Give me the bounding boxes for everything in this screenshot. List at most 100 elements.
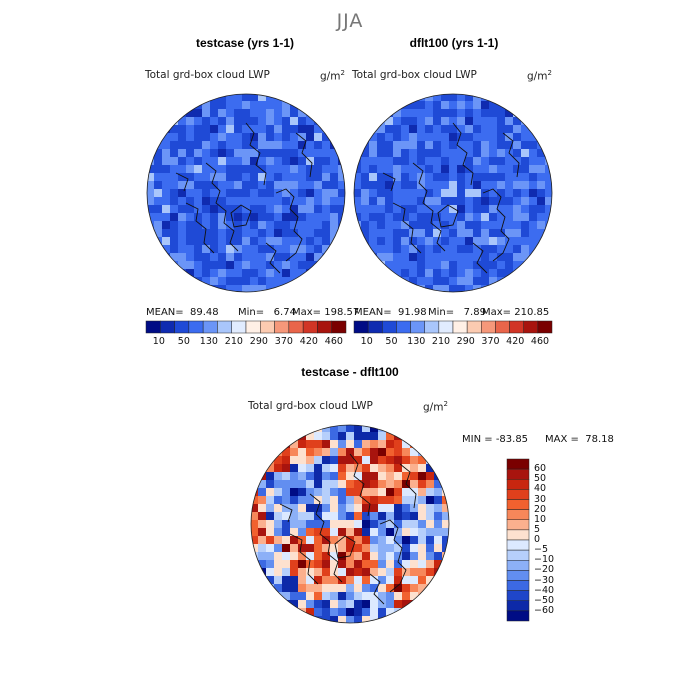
- map-cell: [218, 253, 226, 261]
- map-cell: [385, 125, 393, 133]
- map-cell: [394, 592, 402, 600]
- map-cell: [266, 584, 274, 592]
- map-cell: [330, 568, 338, 576]
- map-cell: [282, 253, 290, 261]
- map-cell: [274, 157, 282, 165]
- map-cell: [338, 425, 346, 432]
- colorbar-swatch: [506, 519, 530, 531]
- map-cell: [513, 213, 521, 221]
- map-cell: [402, 608, 410, 616]
- panel2-max: Max= 210.85: [482, 307, 550, 318]
- map-cell: [441, 197, 449, 205]
- map-cell: [410, 456, 418, 464]
- map-cell: [314, 472, 322, 480]
- map-cell: [290, 94, 298, 101]
- map-cell: [434, 544, 442, 552]
- map-cell: [449, 269, 457, 277]
- map-cell: [409, 125, 417, 133]
- map-cell: [465, 213, 473, 221]
- map-cell: [298, 117, 306, 125]
- panel1-variable-label: Total grd-box cloud LWP: [145, 69, 270, 81]
- map-cell: [521, 261, 529, 269]
- map-cell: [306, 197, 314, 205]
- map-cell: [170, 141, 178, 149]
- map-cell: [481, 94, 489, 101]
- map-cell: [377, 149, 385, 157]
- map-cell: [306, 600, 314, 608]
- map-cell: [537, 269, 545, 277]
- map-cell: [457, 109, 465, 117]
- map-cell: [266, 189, 274, 197]
- map-cell: [338, 504, 346, 512]
- colorbar-tick-label: 30: [534, 493, 547, 505]
- map-cell: [377, 253, 385, 261]
- map-cell: [322, 592, 330, 600]
- map-cell: [186, 149, 194, 157]
- map-cell: [417, 269, 425, 277]
- map-cell: [154, 181, 162, 189]
- map-cell: [290, 245, 298, 253]
- map-cell: [251, 520, 258, 528]
- map-cell: [433, 213, 441, 221]
- map-cell: [425, 157, 433, 165]
- map-cell: [346, 448, 354, 456]
- map-cell: [370, 464, 378, 472]
- map-cell: [314, 125, 322, 133]
- map-cell: [274, 584, 282, 592]
- map-cell: [537, 157, 545, 165]
- map-cell: [234, 269, 242, 277]
- map-cell: [314, 205, 322, 213]
- map-cell: [529, 213, 537, 221]
- map-cell: [505, 221, 513, 229]
- panel2-colorbar: [353, 320, 553, 334]
- map-cell: [529, 157, 537, 165]
- map-cell: [497, 213, 505, 221]
- map-cell: [418, 496, 426, 504]
- map-cell: [473, 141, 481, 149]
- map-cell: [314, 520, 322, 528]
- map-cell: [361, 213, 369, 221]
- map-cell: [162, 253, 170, 261]
- map-cell: [298, 520, 306, 528]
- map-cell: [418, 488, 426, 496]
- map-cell: [322, 229, 330, 237]
- map-cell: [449, 149, 457, 157]
- map-cell: [186, 221, 194, 229]
- map-cell: [441, 94, 449, 101]
- map-cell: [338, 261, 345, 269]
- map-cell: [378, 584, 386, 592]
- map-cell: [322, 125, 330, 133]
- map-cell: [370, 472, 378, 480]
- map-cell: [162, 165, 170, 173]
- map-cell: [234, 125, 242, 133]
- map-cell: [505, 133, 513, 141]
- map-cell: [242, 133, 250, 141]
- map-cell: [386, 464, 394, 472]
- map-cell: [433, 157, 441, 165]
- map-cell: [234, 213, 242, 221]
- map-cell: [274, 448, 282, 456]
- map-cell: [361, 173, 369, 181]
- map-cell: [354, 584, 362, 592]
- map-cell: [250, 165, 258, 173]
- map-cell: [441, 157, 449, 165]
- map-cell: [505, 277, 513, 285]
- map-cell: [298, 480, 306, 488]
- map-cell: [393, 253, 401, 261]
- map-cell: [369, 101, 377, 109]
- map-cell: [418, 544, 426, 552]
- map-cell: [425, 149, 433, 157]
- colorbar-tick-label: 50: [177, 336, 190, 347]
- map-cell: [226, 125, 234, 133]
- map-cell: [338, 125, 345, 133]
- map-cell: [354, 544, 362, 552]
- map-cell: [426, 544, 434, 552]
- map-cell: [386, 536, 394, 544]
- map-cell: [457, 141, 465, 149]
- map-cell: [433, 261, 441, 269]
- map-cell: [545, 109, 552, 117]
- map-cell: [330, 512, 338, 520]
- map-cell: [178, 133, 186, 141]
- map-cell: [497, 125, 505, 133]
- map-cell: [409, 261, 417, 269]
